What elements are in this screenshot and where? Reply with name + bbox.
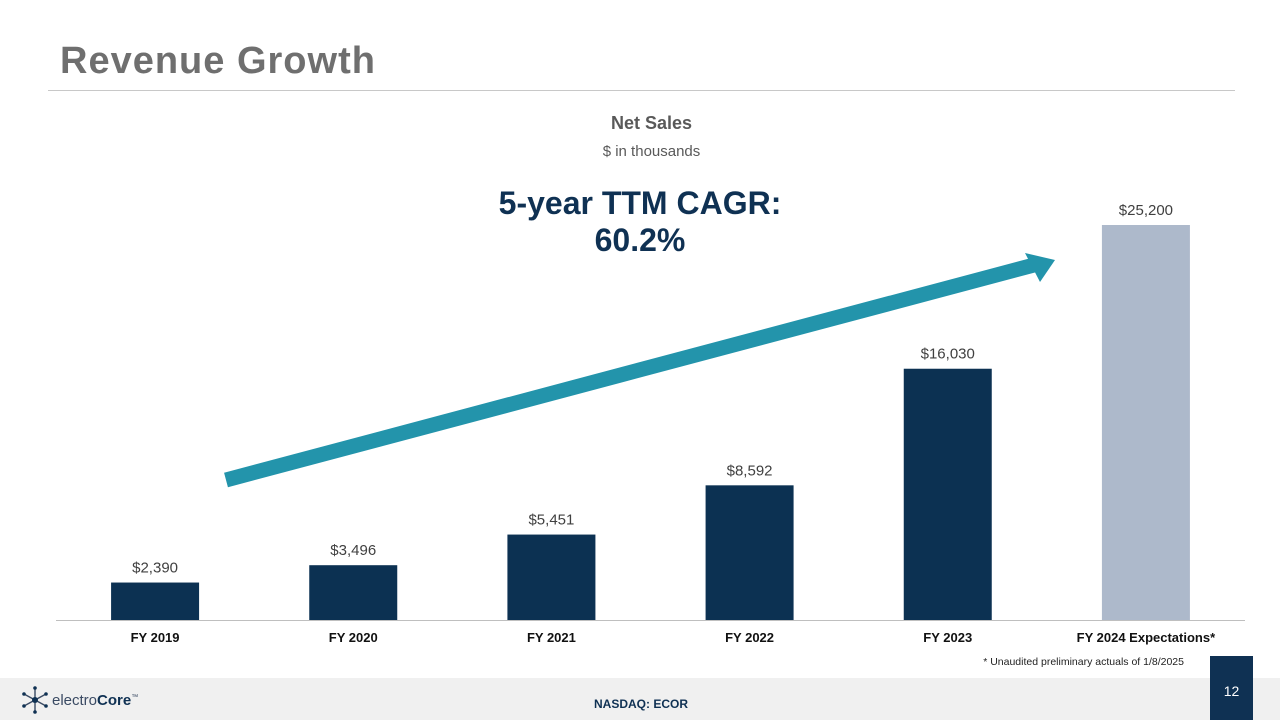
- page-number-box: [1210, 656, 1253, 720]
- bar-3: [507, 534, 596, 620]
- data-label-6: $25,200: [1119, 202, 1173, 219]
- logo-trademark: ™: [131, 693, 139, 701]
- x-tick-label-1: FY 2019: [131, 630, 180, 645]
- cagr-callout: 5-year TTM CAGR: 60.2%: [450, 185, 830, 259]
- stock-ticker: NASDAQ: ECOR: [593, 697, 688, 711]
- bar-5: [903, 368, 992, 620]
- footnote: * Unaudited preliminary actuals of 1/8/2…: [983, 656, 1184, 668]
- x-tick-label-3: FY 2021: [527, 630, 576, 645]
- title-divider: [48, 90, 1235, 91]
- logo-wordmark: electroCore™: [52, 692, 138, 709]
- data-label-2: $3,496: [330, 542, 376, 559]
- logo-emphasis: Core: [97, 691, 132, 709]
- company-logo: electroCore™: [22, 684, 138, 716]
- slide-title: Revenue Growth: [60, 40, 376, 82]
- footer-band: [0, 678, 1280, 720]
- bar-2: [309, 565, 398, 620]
- x-tick-label-2: FY 2020: [329, 630, 378, 645]
- x-tick-label-6: FY 2024 Expectations*: [1077, 630, 1216, 645]
- x-tick-label-4: FY 2022: [725, 630, 774, 645]
- trend-arrow-head-icon: [1025, 253, 1055, 282]
- data-label-1: $2,390: [132, 560, 178, 577]
- bar-6: [1101, 225, 1190, 620]
- cagr-label: 5-year TTM CAGR:: [498, 185, 782, 221]
- logo-prefix: electro: [52, 691, 98, 709]
- trend-arrow-shaft: [224, 257, 1036, 488]
- data-label-3: $5,451: [528, 512, 574, 529]
- data-label-5: $16,030: [921, 346, 975, 363]
- chart-subtitle: $ in thousands: [602, 143, 701, 160]
- starburst-logo-icon: [22, 686, 48, 714]
- bar-1: [111, 582, 200, 620]
- chart-title: Net Sales: [610, 113, 693, 133]
- bar-4: [705, 485, 794, 620]
- page-number: 12: [1223, 683, 1240, 699]
- x-tick-label-5: FY 2023: [923, 630, 972, 645]
- cagr-value: 60.2%: [594, 222, 686, 258]
- data-label-4: $8,592: [727, 462, 773, 479]
